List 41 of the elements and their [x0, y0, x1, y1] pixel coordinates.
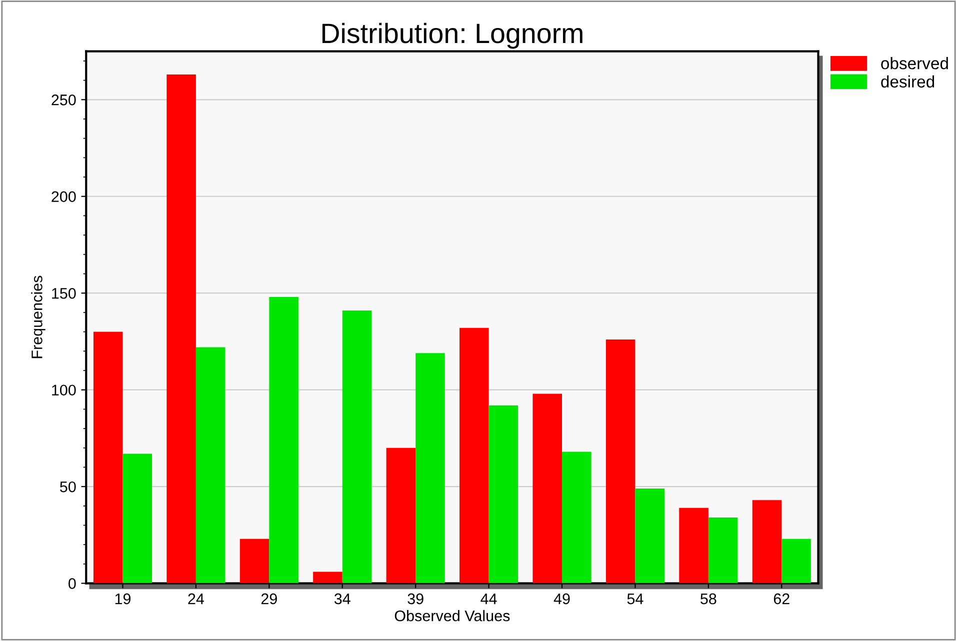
- x-tick-label: 24: [188, 593, 204, 604]
- x-tick-label: 29: [261, 593, 277, 604]
- bar: [782, 538, 811, 584]
- x-tick-label: 39: [408, 593, 424, 604]
- y-tick-label: 0: [68, 578, 76, 589]
- bar: [386, 448, 416, 584]
- y-tick-label: 200: [52, 191, 76, 202]
- bar: [196, 347, 226, 584]
- bar: [679, 508, 708, 584]
- y-tick-label: 250: [52, 94, 76, 106]
- bar: [562, 452, 592, 584]
- x-tick-label: 19: [115, 593, 131, 604]
- bar: [240, 538, 270, 584]
- legend-label: observed: [881, 57, 948, 70]
- x-tick-label: 62: [774, 593, 790, 604]
- y-tick-label: 50: [60, 481, 76, 492]
- x-axis-title: Observed Values: [394, 610, 510, 622]
- bar: [313, 572, 342, 584]
- x-tick-label: 49: [554, 593, 570, 604]
- x-tick-label: 58: [700, 593, 716, 604]
- chart-title: Distribution: Lognorm: [322, 22, 582, 49]
- bar: [708, 518, 738, 584]
- bar: [460, 328, 489, 584]
- bar: [635, 488, 664, 584]
- bar: [606, 340, 636, 584]
- bar: [93, 332, 123, 584]
- bar: [166, 74, 196, 584]
- bar: [416, 353, 445, 584]
- y-axis-title: Frequencies: [31, 276, 46, 358]
- bar: [488, 405, 518, 584]
- bar: [752, 500, 782, 584]
- x-tick-label: 44: [480, 594, 497, 604]
- legend-label: desired: [881, 75, 934, 88]
- bar: [269, 296, 298, 584]
- x-tick-label: 34: [334, 593, 350, 604]
- y-tick-label: 150: [52, 288, 76, 299]
- bar: [342, 310, 372, 584]
- y-tick-label: 100: [52, 384, 76, 396]
- bar: [532, 394, 562, 584]
- bar: [122, 454, 152, 584]
- x-tick-label: 54: [627, 594, 644, 604]
